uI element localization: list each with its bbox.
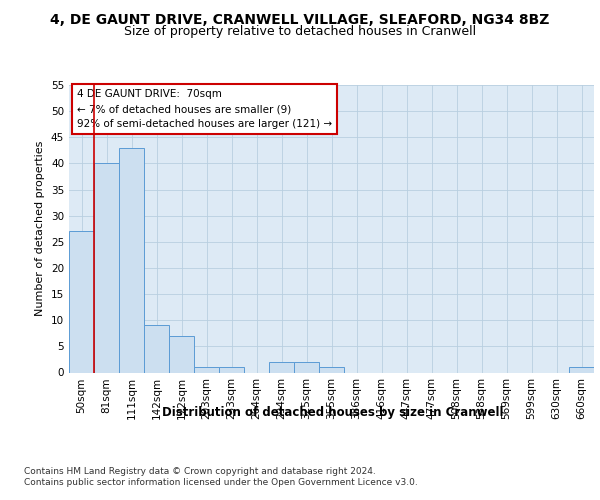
Text: Size of property relative to detached houses in Cranwell: Size of property relative to detached ho… [124, 25, 476, 38]
Text: Contains HM Land Registry data © Crown copyright and database right 2024.
Contai: Contains HM Land Registry data © Crown c… [24, 468, 418, 487]
Bar [569, 368, 594, 372]
Bar [219, 368, 244, 372]
Bar [269, 362, 294, 372]
Bar [144, 326, 169, 372]
Bar [169, 336, 194, 372]
Bar [119, 148, 144, 372]
Bar [94, 164, 119, 372]
Y-axis label: Number of detached properties: Number of detached properties [35, 141, 46, 316]
Text: 4, DE GAUNT DRIVE, CRANWELL VILLAGE, SLEAFORD, NG34 8BZ: 4, DE GAUNT DRIVE, CRANWELL VILLAGE, SLE… [50, 12, 550, 26]
Text: 4 DE GAUNT DRIVE:  70sqm
← 7% of detached houses are smaller (9)
92% of semi-det: 4 DE GAUNT DRIVE: 70sqm ← 7% of detached… [77, 90, 332, 129]
Bar [294, 362, 319, 372]
Text: Distribution of detached houses by size in Cranwell: Distribution of detached houses by size … [162, 406, 504, 419]
Bar [69, 232, 94, 372]
Bar [194, 368, 219, 372]
Bar [319, 368, 344, 372]
